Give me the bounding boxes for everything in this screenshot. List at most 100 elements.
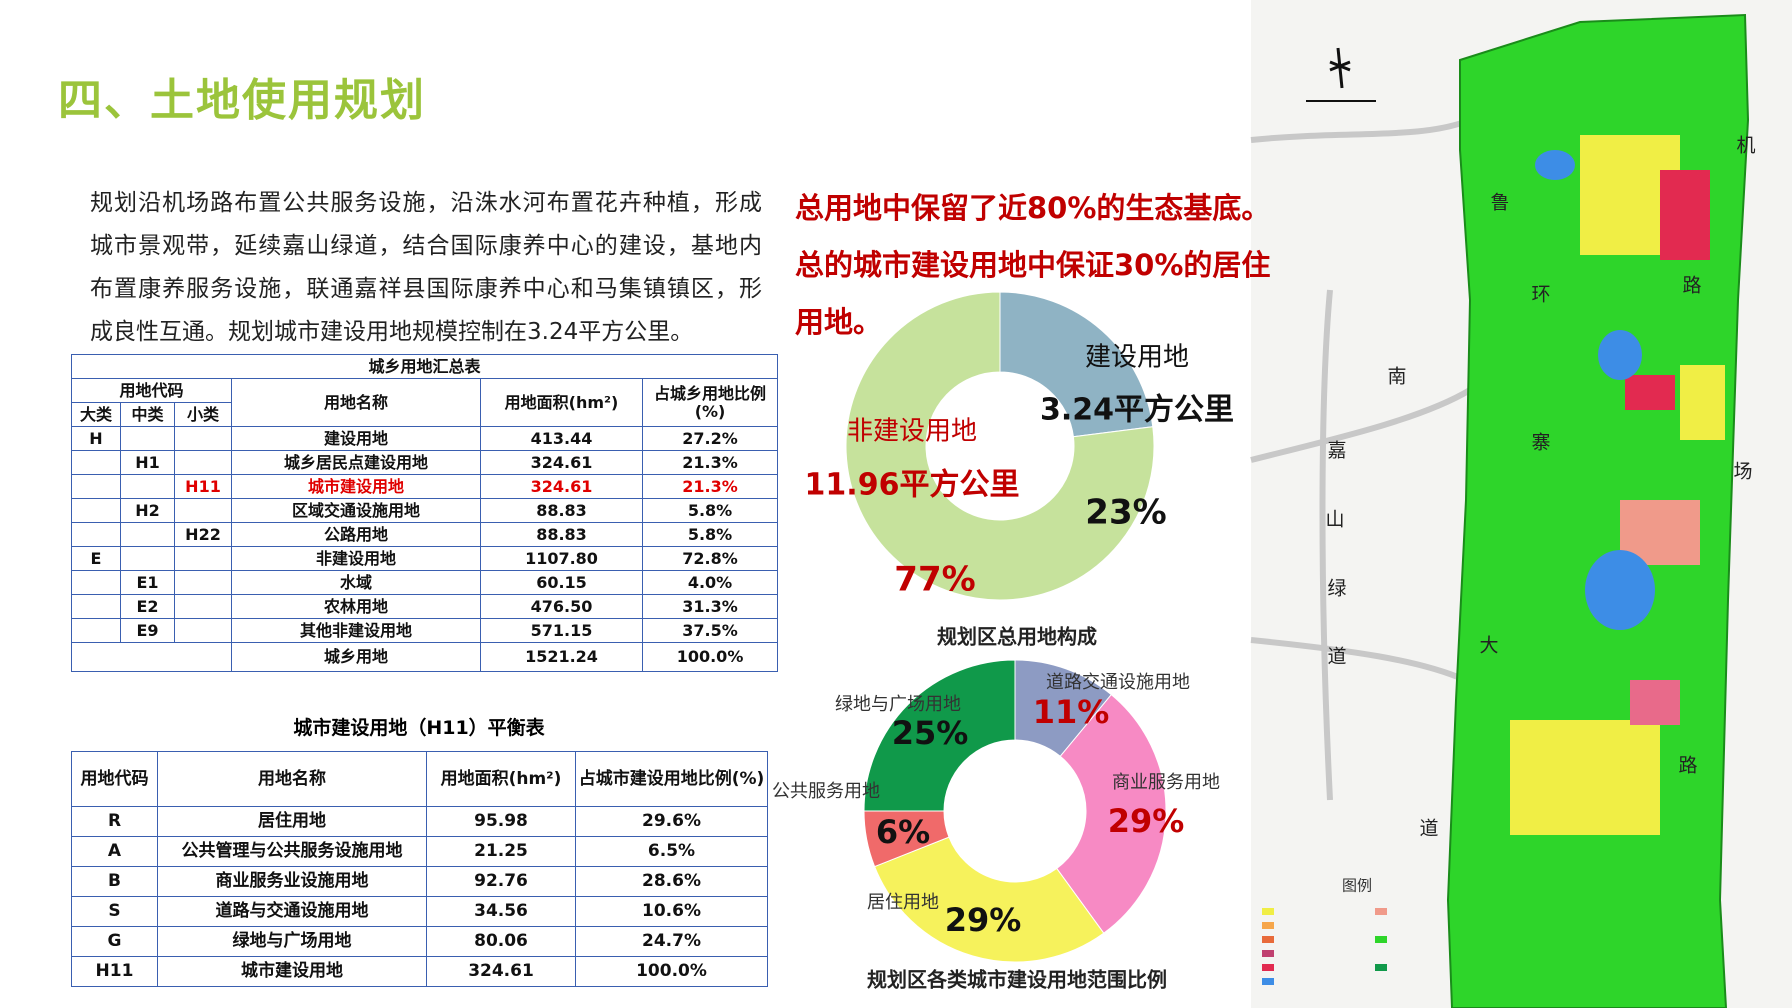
table-cell: 1107.80 [480, 546, 643, 571]
zone [1510, 720, 1660, 835]
table-header: 用地代码 [71, 378, 232, 403]
table-header: 用地代码 [71, 751, 158, 807]
legend-swatch [1262, 936, 1274, 943]
table-cell [71, 498, 121, 523]
map-label: 道 [1419, 818, 1438, 840]
table-cell: H11 [174, 474, 232, 499]
water [1598, 330, 1642, 380]
table-cell: 21.3% [641, 450, 779, 475]
map [1250, 0, 1792, 1008]
highlight-line: 用地。 [795, 305, 883, 339]
table-cell [174, 594, 232, 619]
intro: 规划沿机场路布置公共服务设施，沿洙水河布置花卉种植，形成 城市景观带，延续嘉山绿道… [90, 182, 762, 354]
table-cell: 4.0% [641, 570, 779, 595]
table-row: H11 城市建设用地 324.61 100.0% [71, 956, 768, 987]
table-cell [174, 546, 232, 571]
table-row: 城乡用地汇总表 [70, 354, 779, 379]
table-cell: 城市建设用地 [231, 474, 481, 499]
highlights: 总用地中保留了近80%的生态基底。 总的城市建设用地中保证30%的居住 用地。 [795, 180, 1270, 351]
intro-line: 布置康养服务设施，联通嘉祥县国际康养中心和马集镇镇区，形 [90, 276, 762, 302]
table-cell [174, 426, 232, 451]
table-cell: 31.3% [641, 594, 779, 619]
table-cell: 区域交通设施用地 [231, 498, 481, 523]
table-cell: 绿地与广场用地 [157, 926, 427, 957]
value-label: 29% [1108, 802, 1185, 840]
table-header: 小类 [174, 402, 232, 427]
table-cell: 道路与交通设施用地 [157, 896, 427, 927]
table-cell: 60.15 [480, 570, 643, 595]
zone [1660, 170, 1710, 260]
table-cell [71, 450, 121, 475]
table-cell: G [71, 926, 158, 957]
table-cell [71, 642, 232, 672]
table-cell: 100.0% [641, 642, 779, 672]
map-label: 场 [1733, 461, 1752, 483]
donut-segment [999, 291, 1154, 438]
category-label: 建设用地 [1085, 343, 1189, 373]
highlight-line: 总的城市建设用地中保证30%的居住 [795, 248, 1271, 282]
table-cell: 水域 [231, 570, 481, 595]
map-label: 鲁 [1490, 192, 1509, 214]
donut-segment [1056, 693, 1167, 934]
table-header-row: 大类 中类 小类 [71, 402, 778, 427]
zone [1680, 365, 1725, 440]
table-row: A 公共管理与公共服务设施用地 21.25 6.5% [71, 836, 768, 867]
table-cell: H2 [120, 498, 175, 523]
north-arrow [1329, 47, 1351, 89]
table-cell: E1 [120, 570, 175, 595]
table-cell: 92.76 [426, 866, 576, 897]
legend-swatch [1262, 964, 1274, 971]
table-cell: 88.83 [480, 522, 643, 547]
table-cell: H1 [120, 450, 175, 475]
map-label: 道 [1327, 646, 1346, 668]
legend [1262, 908, 1387, 985]
table-cell: H [71, 426, 121, 451]
road [1250, 117, 1472, 801]
map-label: 路 [1678, 755, 1697, 777]
table-cell: E9 [120, 618, 175, 643]
legend-swatch [1375, 908, 1387, 915]
map-label: 大 [1479, 635, 1498, 657]
table-cell: A [71, 836, 158, 867]
table-cell [174, 570, 232, 595]
table-cell [174, 498, 232, 523]
page-title: 四、土地使用规划 [58, 75, 426, 126]
map-label: 山 [1325, 509, 1344, 531]
value-label: 6% [876, 813, 930, 851]
table-row: S 道路与交通设施用地 34.56 10.6% [71, 896, 768, 927]
table-cell: 100.0% [575, 956, 768, 987]
table-cell: R [71, 806, 158, 837]
table-cell: 27.2% [641, 426, 779, 451]
table-row: H1 城乡居民点建设用地 324.61 21.3% [71, 450, 779, 475]
table-cell: 农林用地 [231, 594, 481, 619]
table-header: 占城市建设用地比例(%) [575, 751, 768, 807]
table-cell: 24.7% [575, 926, 768, 957]
table-cell [71, 618, 121, 643]
chart-title: 规划区各类城市建设用地范围比例 [867, 968, 1167, 992]
category-label: 商业服务用地 [1112, 772, 1220, 793]
value-label: 11% [1033, 693, 1110, 731]
intro-line: 城市景观带，延续嘉山绿道，结合国际康养中心的建设，基地内 [90, 233, 762, 259]
map-label: 路 [1682, 275, 1701, 297]
table-cell [174, 450, 232, 475]
legend-swatch [1375, 936, 1387, 943]
table-cell: 80.06 [426, 926, 576, 957]
table-header: 用地面积(hm²) [480, 378, 643, 427]
table-cell: 72.8% [641, 546, 779, 571]
table-cell: H22 [174, 522, 232, 547]
map-label: 嘉 [1327, 440, 1346, 462]
legend-swatch [1375, 964, 1387, 971]
table-cell [120, 546, 175, 571]
table-cell: H11 [71, 956, 158, 987]
table-cell: 其他非建设用地 [231, 618, 481, 643]
table-cell: 公路用地 [231, 522, 481, 547]
table-cell: 商业服务业设施用地 [157, 866, 427, 897]
table-cell: 城乡用地 [231, 642, 481, 672]
legend-swatch [1262, 922, 1274, 929]
value-label: 23% [1085, 493, 1166, 533]
table-cell [120, 426, 175, 451]
legend-swatch [1262, 950, 1274, 957]
table-row: H22 公路用地 88.83 5.8% [71, 522, 779, 547]
table-cell: 6.5% [575, 836, 768, 867]
table-cell: 城市建设用地 [157, 956, 427, 987]
